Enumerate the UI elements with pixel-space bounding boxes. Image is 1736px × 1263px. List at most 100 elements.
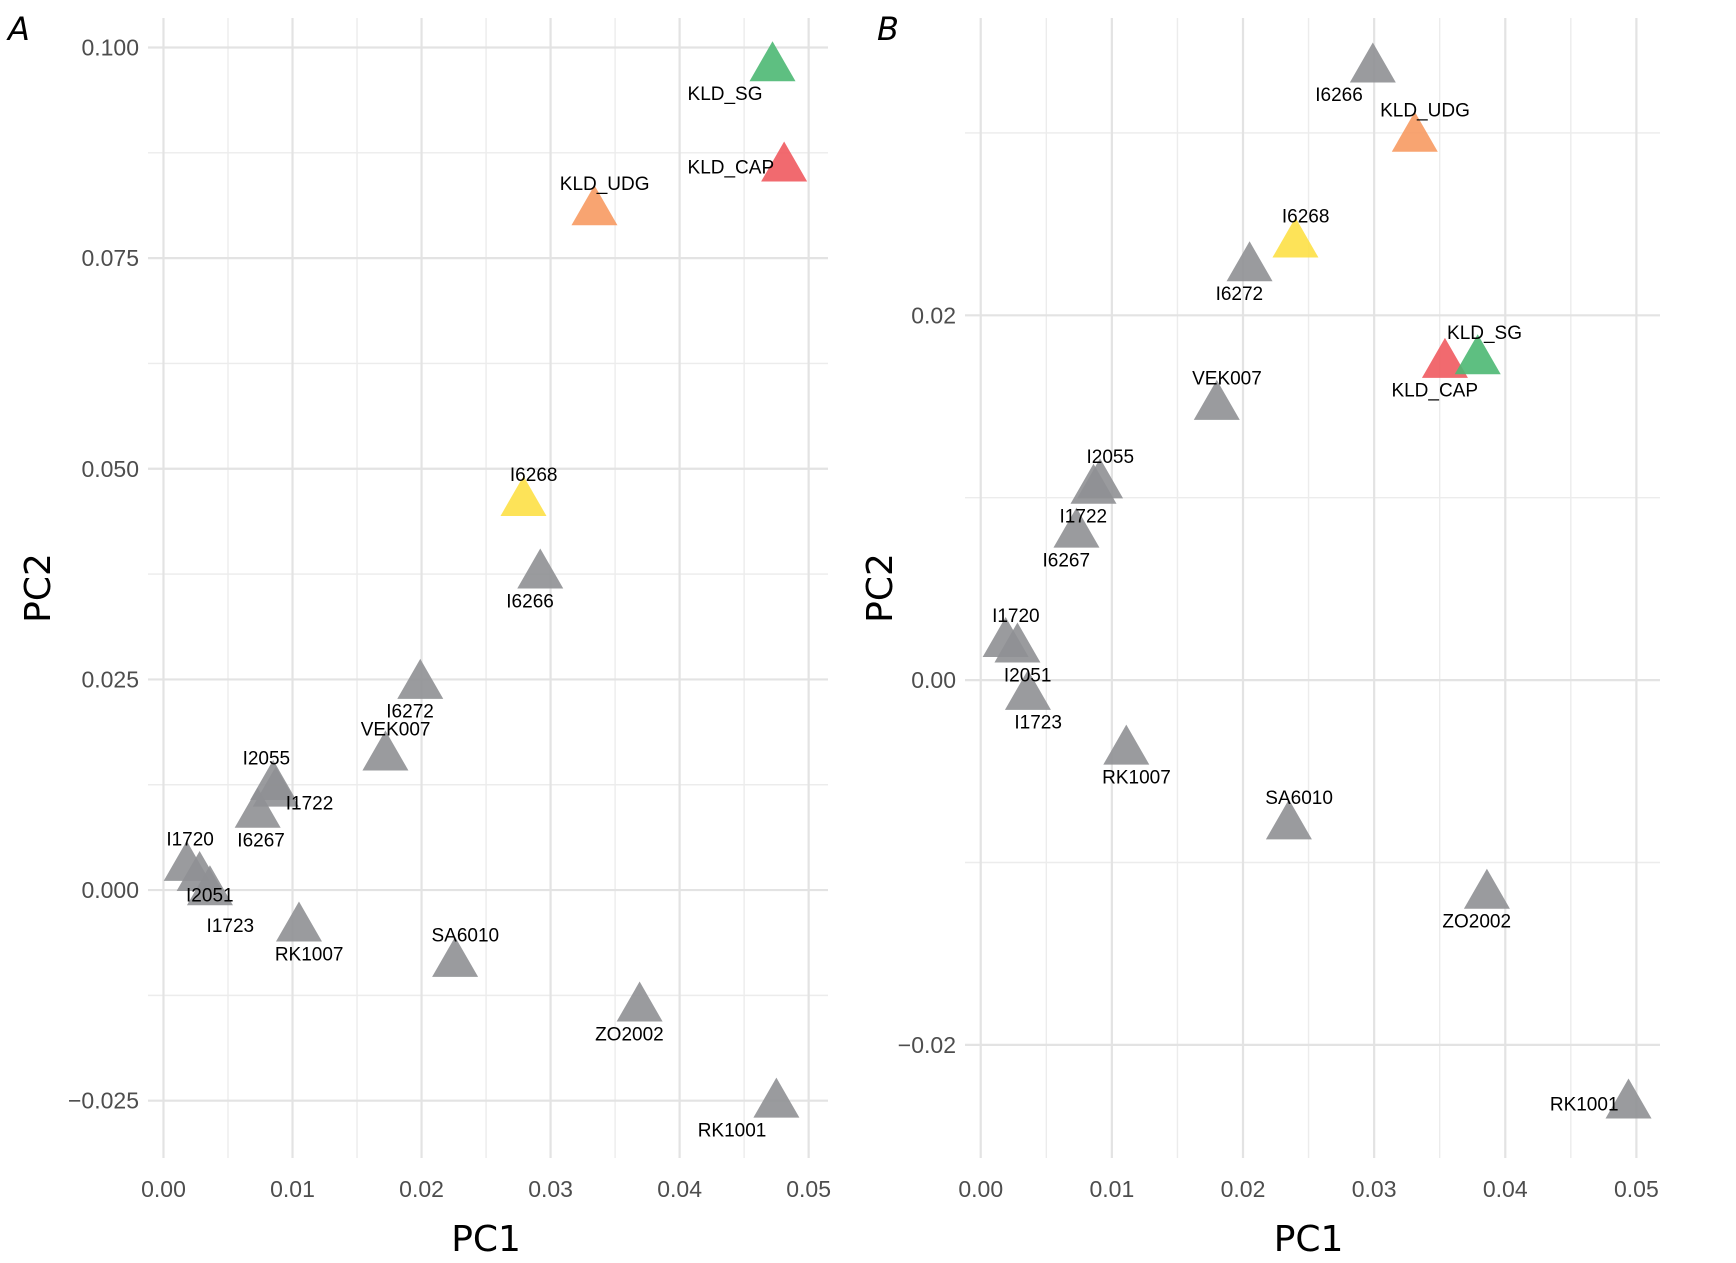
point-marker-zo2002 (616, 981, 663, 1022)
point-marker-i6272 (1226, 241, 1273, 282)
point-label-i6268: I6268 (510, 465, 558, 486)
x-tick-label: 0.02 (1221, 1176, 1266, 1202)
y-tick-label: 0.00 (911, 667, 956, 693)
point-label-vek007: VEK007 (361, 719, 431, 740)
y-tick-label: −0.02 (898, 1032, 956, 1058)
point-label-kld_sg: KLD_SG (688, 84, 763, 105)
point-label-i1722: I1722 (1060, 507, 1108, 528)
point-label-rk1001: RK1001 (1550, 1094, 1619, 1115)
ticks-b: 0.00 0.01 0.02 0.03 0.04 0.05 −0.02 0.00 0.02 (898, 302, 1659, 1202)
point-label-i1720: I1720 (166, 830, 214, 851)
point-marker-i1722 (1070, 463, 1117, 504)
point-label-i2051: I2051 (1004, 665, 1052, 686)
point-label-i6266: I6266 (1315, 85, 1363, 106)
point-label-kld_cap: KLD_CAP (688, 157, 775, 178)
x-tick-label: 0.03 (1352, 1176, 1397, 1202)
point-marker-vek007 (362, 730, 409, 771)
point-label-zo2002: ZO2002 (595, 1024, 664, 1045)
points-b (982, 42, 1652, 1119)
panel-a: A 0.00 0.01 0.02 0.03 0.04 0.05−0.0250.0000.0… (6, 10, 831, 1260)
point-marker-rk1001 (753, 1077, 800, 1118)
y-tick-label: 0.050 (81, 456, 139, 482)
x-tick-label: 0.05 (786, 1176, 831, 1202)
point-marker-i6267 (1053, 507, 1100, 548)
point-labels-a: KLD_SG KLD_CAP KLD_UDG I6268 I6266 I6272VEK00… (166, 84, 774, 1141)
point-marker-rk1007 (1103, 724, 1150, 765)
x-tick-label: 0.03 (528, 1176, 573, 1202)
point-marker-i1722 (252, 766, 299, 807)
point-marker-kld_udg (1391, 111, 1438, 152)
x-tick-label: 0.00 (141, 1176, 186, 1202)
point-label-i6272: I6272 (386, 702, 434, 723)
point-label-i1723: I1723 (1014, 713, 1062, 734)
x-tick-label: 0.04 (1483, 1176, 1528, 1202)
x-tick-label: 0.01 (1089, 1176, 1134, 1202)
point-label-i2051: I2051 (186, 886, 234, 907)
points-a (163, 41, 808, 1118)
point-label-rk1007: RK1007 (1102, 767, 1171, 788)
panel-letter-a: A (6, 10, 30, 48)
point-marker-zo2002 (1463, 868, 1510, 909)
ticks-a: 0.00 0.01 0.02 0.03 0.04 0.05 −0.025 0.000 0.025… (68, 34, 831, 1202)
y-tick-label: 0.02 (911, 302, 956, 328)
point-label-kld_udg: KLD_UDG (560, 174, 650, 195)
point-marker-kld_udg (571, 185, 618, 226)
x-tick-label: 0.04 (657, 1176, 702, 1202)
point-marker-i6268 (1272, 217, 1319, 258)
point-label-kld_cap: KLD_CAP (1391, 381, 1478, 402)
point-label-i2055: I2055 (243, 749, 291, 770)
point-label-i6266: I6266 (506, 591, 554, 612)
point-label-rk1001: RK1001 (698, 1120, 767, 1141)
x-axis-title-b: PC1 (1274, 1219, 1344, 1260)
point-label-i6267: I6267 (237, 831, 285, 852)
point-marker-i1723 (186, 865, 233, 906)
point-label-vek007: VEK007 (1192, 369, 1262, 390)
panel-letter-b: B (877, 10, 899, 48)
point-marker-i2051 (994, 622, 1041, 663)
y-axis-title-a: PC2 (18, 553, 59, 623)
point-marker-rk1001 (1605, 1078, 1652, 1119)
point-marker-i6266 (517, 548, 564, 589)
y-tick-label: 0.100 (81, 34, 139, 60)
y-tick-label: −0.025 (68, 1088, 139, 1114)
point-label-kld_udg: KLD_UDG (1380, 101, 1470, 122)
grid-b (965, 18, 1660, 1158)
point-marker-sa6010 (432, 936, 479, 977)
y-tick-label: 0.000 (81, 877, 139, 903)
grid-a (148, 18, 828, 1158)
point-label-i6267: I6267 (1042, 550, 1090, 571)
x-tick-label: 0.05 (1614, 1176, 1659, 1202)
point-label-i6272: I6272 (1216, 284, 1264, 305)
point-labels-b: I6266 KLD_UDG I6268 I6272 KLD_CAP KLD_SG VEK00… (992, 85, 1618, 1115)
point-marker-rk1007 (275, 901, 322, 942)
point-label-kld_sg: KLD_SG (1447, 323, 1522, 344)
point-marker-kld_sg (749, 41, 796, 82)
point-label-i1720: I1720 (992, 606, 1040, 627)
point-marker-vek007 (1193, 379, 1240, 420)
point-label-rk1007: RK1007 (275, 944, 344, 965)
x-tick-label: 0.01 (270, 1176, 315, 1202)
point-marker-kld_cap (1421, 337, 1468, 378)
y-axis-title-b: PC2 (860, 553, 901, 623)
point-marker-i6266 (1349, 42, 1396, 83)
point-label-sa6010: SA6010 (1265, 788, 1333, 809)
y-tick-label: 0.025 (81, 666, 139, 692)
point-label-zo2002: ZO2002 (1442, 912, 1511, 933)
point-label-i2055: I2055 (1086, 447, 1134, 468)
point-label-i1723: I1723 (207, 916, 255, 937)
point-marker-kld_cap (761, 141, 808, 182)
panel-b: B 0.00 0.01 0.02 0.03 0.04 0.05−0.020.000.02 … (860, 10, 1660, 1260)
point-marker-i6268 (500, 475, 547, 516)
point-marker-sa6010 (1265, 799, 1312, 840)
x-axis-title-a: PC1 (451, 1219, 521, 1260)
point-label-i6268: I6268 (1282, 206, 1330, 227)
point-marker-i6267 (234, 787, 281, 828)
point-marker-i1723 (1004, 669, 1051, 710)
x-tick-label: 0.00 (958, 1176, 1003, 1202)
point-label-sa6010: SA6010 (431, 926, 499, 947)
y-tick-label: 0.075 (81, 245, 139, 271)
point-label-i1722: I1722 (286, 793, 334, 814)
point-marker-i6272 (397, 658, 444, 699)
point-marker-kld_sg (1454, 334, 1501, 375)
